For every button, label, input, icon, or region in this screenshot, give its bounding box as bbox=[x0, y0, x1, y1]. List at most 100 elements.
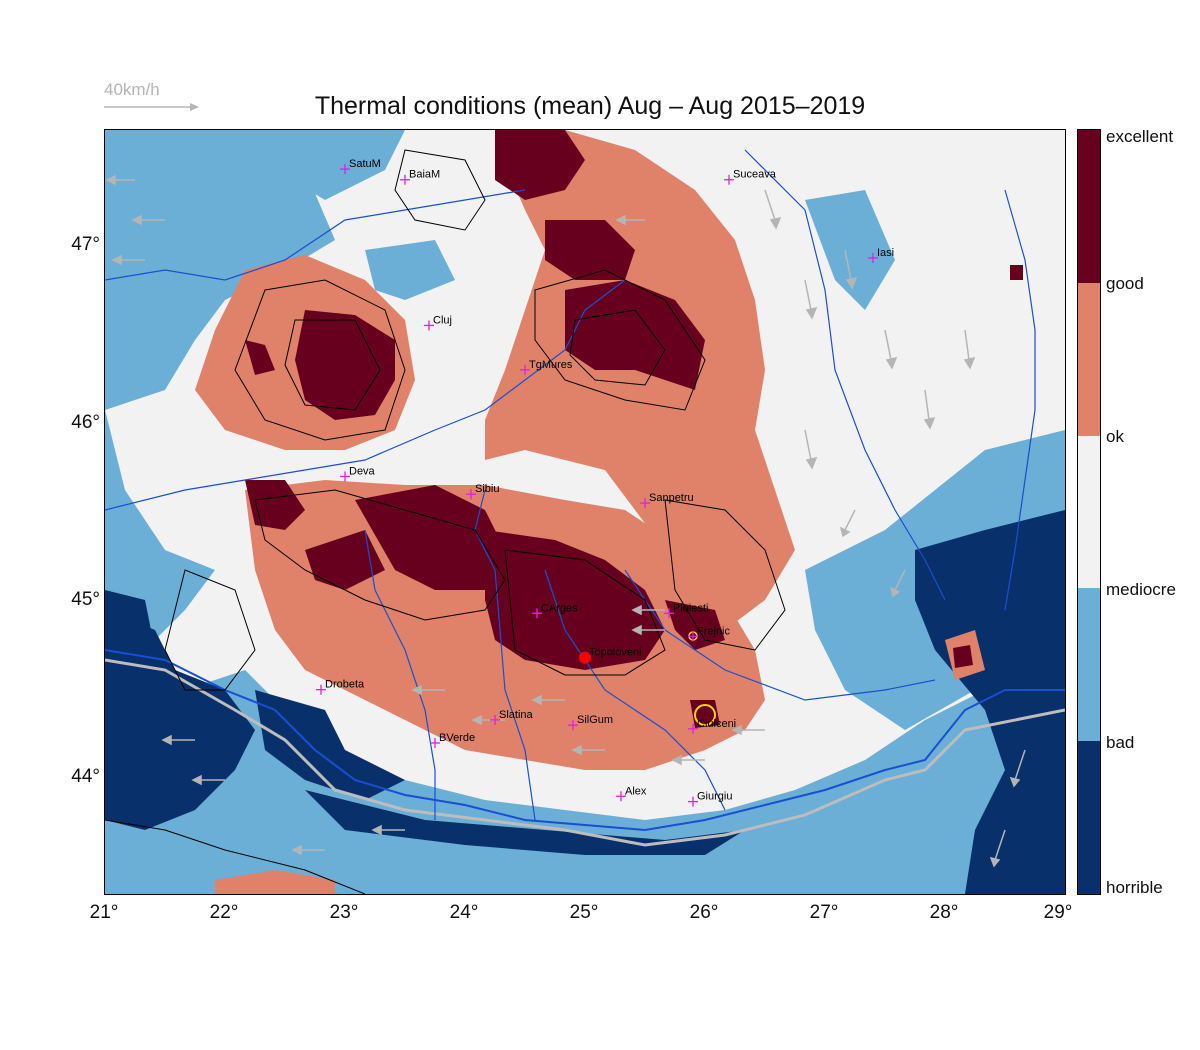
wind-scale-arrow-icon bbox=[104, 103, 199, 111]
region-mediocre-north bbox=[105, 130, 335, 410]
city-marker: Slatina bbox=[490, 709, 534, 725]
city-label: Suceava bbox=[733, 169, 777, 181]
region-bad-east bbox=[915, 510, 1065, 894]
region-excellent-north bbox=[495, 130, 585, 200]
city-marker: BVerde bbox=[430, 732, 475, 748]
region-excellent-south2 bbox=[305, 530, 385, 590]
city-label: Slatina bbox=[499, 709, 534, 721]
city-label: Alex bbox=[625, 785, 647, 797]
city-marker: Sanpetru bbox=[640, 492, 694, 509]
city-label: Ciulceni bbox=[697, 718, 736, 730]
city-label: Giurgiu bbox=[697, 791, 732, 803]
lon-tick: 21° bbox=[89, 902, 119, 923]
region-bad-danube bbox=[255, 690, 405, 800]
highlight-point bbox=[579, 651, 591, 664]
map-area[interactable]: SatuM BaiaM Suceava Iasi Cluj TgMures Deva Sibi… bbox=[104, 129, 1066, 895]
region-excellent-apuseni2 bbox=[245, 340, 275, 375]
country-border bbox=[105, 658, 1065, 847]
region-mediocre-north2 bbox=[255, 130, 405, 200]
city-label: Frejnic bbox=[697, 625, 731, 637]
region-mediocre-transylvania bbox=[365, 240, 455, 300]
legend-seg-excellent bbox=[1078, 130, 1100, 283]
city-marker: Deva bbox=[340, 465, 376, 482]
city-label: Cluj bbox=[433, 314, 452, 326]
city-label: TgMures bbox=[529, 359, 573, 371]
wind-scale-label: 40km/h bbox=[104, 80, 160, 99]
region-excellent-south1 bbox=[245, 480, 305, 530]
river-ialomita bbox=[624, 569, 936, 701]
city-label: Sanpetru bbox=[649, 492, 694, 504]
lon-tick: 26° bbox=[689, 902, 719, 923]
city-label: SilGum bbox=[577, 714, 613, 726]
region-good-south-spot bbox=[215, 870, 335, 894]
region-bad-danube2 bbox=[305, 790, 745, 855]
city-marker: Ploiesti bbox=[664, 602, 708, 619]
legend-seg-good bbox=[1078, 283, 1100, 436]
city-label: Topoloveni bbox=[589, 647, 642, 659]
lon-tick: 23° bbox=[329, 902, 359, 923]
river-somes bbox=[105, 189, 526, 281]
city-label: SatuM bbox=[349, 158, 381, 170]
legend-label: excellent bbox=[1106, 127, 1174, 146]
legend-label: bad bbox=[1106, 733, 1135, 752]
city-label: Ploiesti bbox=[673, 602, 708, 614]
region-excellent-south5 bbox=[665, 600, 725, 650]
region-bad-north bbox=[105, 590, 155, 660]
map-title: Thermal conditions (mean) Aug – Aug 2015… bbox=[314, 92, 866, 120]
legend-label: good bbox=[1106, 274, 1144, 293]
city-marker: Drobeta bbox=[316, 679, 365, 695]
lon-tick: 28° bbox=[929, 902, 959, 923]
legend-seg-bad bbox=[1078, 741, 1100, 894]
city-marker: Suceava bbox=[724, 169, 777, 185]
city-marker: Cluj bbox=[424, 314, 452, 331]
city-marker: Sibiu bbox=[466, 483, 499, 500]
city-layer: SatuM BaiaM Suceava Iasi Cluj TgMures Deva Sibi… bbox=[316, 158, 894, 807]
lat-tick: 44° bbox=[71, 766, 100, 787]
city-marker: Frejnic bbox=[688, 625, 731, 642]
city-marker: Ciulceni bbox=[688, 718, 736, 734]
city-label: Sibiu bbox=[475, 483, 499, 495]
terrain-contours bbox=[105, 149, 786, 894]
legend-colorbar bbox=[1077, 129, 1101, 895]
city-marker: CArges bbox=[532, 602, 578, 619]
river-prut bbox=[1004, 189, 1036, 611]
marker-ring bbox=[694, 704, 716, 726]
river-jiu bbox=[364, 529, 436, 820]
legend-label: ok bbox=[1106, 427, 1124, 446]
region-excellent-south3 bbox=[355, 485, 505, 590]
city-marker: BaiaM bbox=[400, 169, 440, 185]
wind-arrows bbox=[105, 174, 1026, 868]
city-marker: Alex bbox=[616, 785, 647, 802]
thermal-map: SatuM BaiaM Suceava Iasi Cluj TgMures Deva Sibi… bbox=[105, 130, 1065, 894]
city-label: Drobeta bbox=[325, 679, 365, 691]
wind-scale: 40km/h bbox=[104, 80, 199, 118]
region-excellent-south4 bbox=[485, 530, 665, 670]
river-siret bbox=[744, 149, 946, 601]
lat-tick: 46° bbox=[71, 412, 100, 433]
city-label: BaiaM bbox=[409, 169, 440, 181]
lon-tick: 29° bbox=[1043, 902, 1073, 923]
city-label: CArges bbox=[541, 602, 578, 614]
danube-river bbox=[105, 649, 1065, 832]
lon-tick: 22° bbox=[209, 902, 239, 923]
legend-seg-ok bbox=[1078, 436, 1100, 588]
lon-tick: 25° bbox=[569, 902, 599, 923]
region-mediocre-ne bbox=[805, 190, 895, 310]
city-marker: TgMures bbox=[520, 359, 573, 375]
legend-label: horrible bbox=[1106, 878, 1163, 897]
city-label: BVerde bbox=[439, 732, 475, 744]
legend-label: mediocre bbox=[1106, 580, 1176, 599]
city-marker: SatuM bbox=[340, 158, 381, 175]
region-mediocre-south bbox=[105, 670, 1065, 894]
lat-tick: 45° bbox=[71, 589, 100, 610]
region-excellent-north2 bbox=[545, 220, 635, 280]
city-marker: SilGum bbox=[568, 714, 613, 731]
lon-tick: 24° bbox=[449, 902, 479, 923]
region-excellent-apuseni bbox=[295, 310, 395, 420]
city-marker: Giurgiu bbox=[688, 791, 732, 807]
region-excellent-ne-spot bbox=[1010, 265, 1023, 280]
region-excellent-se-spot bbox=[953, 645, 973, 668]
river-arges bbox=[544, 569, 726, 811]
city-marker: Iasi bbox=[868, 247, 894, 263]
city-label: Iasi bbox=[877, 247, 894, 259]
